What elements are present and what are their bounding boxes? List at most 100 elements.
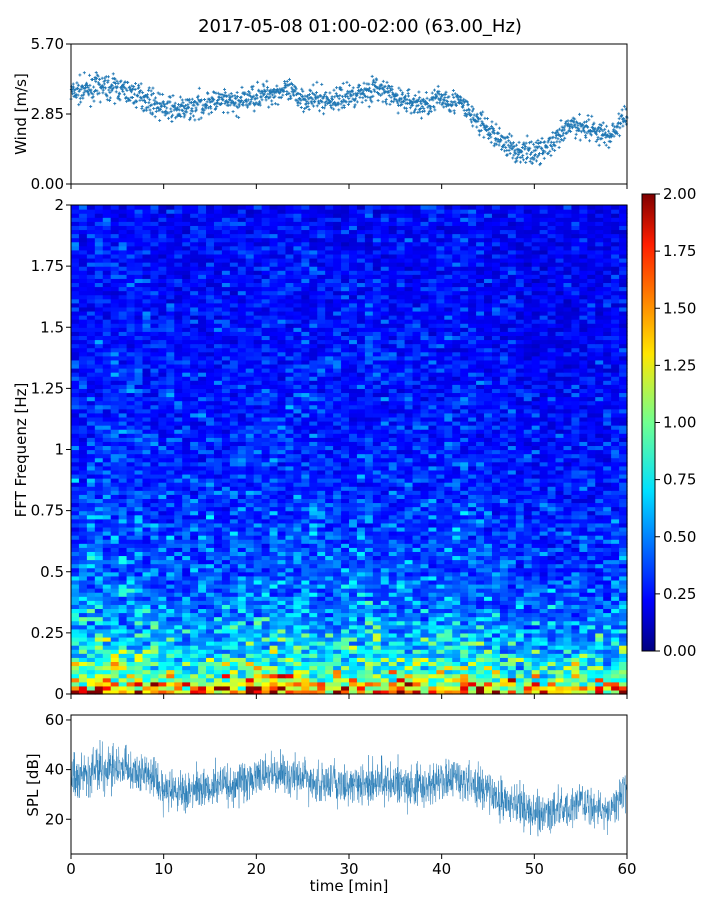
spectrogram-cell (206, 502, 215, 508)
spectrogram-cell (507, 624, 517, 630)
spectrogram-cell (309, 673, 318, 679)
spectrogram-cell (547, 661, 557, 667)
spectrogram-cell (198, 661, 207, 667)
spectrogram-cell (142, 555, 152, 561)
spectrogram-cell (460, 559, 469, 565)
spectrogram-cell (213, 669, 223, 675)
spectrogram-cell (611, 555, 620, 561)
spectrogram-cell (468, 677, 477, 683)
spectrogram-cell (213, 514, 223, 520)
spectrogram-cell (301, 612, 310, 618)
wind-point (504, 145, 508, 149)
spectrogram-cell (221, 547, 231, 552)
spectrogram-cell (245, 498, 255, 504)
spectrogram-cell (460, 588, 469, 593)
wind-point (76, 93, 80, 97)
spectrogram-cell (420, 588, 430, 593)
spectrogram-cell (269, 510, 279, 516)
spectrogram-cell (158, 539, 167, 544)
spectrogram-cell (372, 616, 382, 622)
spectrogram-cell (237, 494, 247, 499)
spectrogram-cell (174, 677, 183, 683)
spectrogram-cell (364, 535, 374, 540)
spectrogram-cell (317, 665, 326, 671)
spectrogram-cell (94, 494, 104, 499)
spectrogram-cell (349, 645, 358, 650)
wind-point (345, 80, 349, 84)
spectrogram-cell (531, 653, 541, 658)
spectrogram-cell (507, 632, 517, 638)
spectrogram-cell (71, 641, 80, 646)
spectrogram-cell (325, 583, 334, 589)
spectrogram-cell (452, 543, 461, 548)
spectrogram-cell (484, 575, 493, 581)
spectrogram-cell (428, 571, 437, 577)
spectrogram-cell (333, 531, 342, 536)
spectrogram-cell (507, 669, 517, 675)
spectrogram-cell (309, 657, 318, 662)
wind-point (519, 160, 523, 164)
spectrogram-cell (213, 628, 223, 634)
spectrogram-cell (356, 600, 366, 605)
spectrogram-cell (325, 685, 334, 691)
spectrogram-cell (404, 583, 414, 589)
spectrogram-cell (293, 592, 302, 597)
spectrogram-cell (78, 575, 88, 581)
spectrogram-cell (563, 612, 572, 618)
spectrogram-cell (603, 604, 612, 610)
spectrogram-cell (142, 510, 152, 516)
spectrogram-cell (619, 612, 628, 618)
spectrogram-cell (587, 502, 596, 508)
spectrogram-cell (619, 547, 628, 552)
spectrogram-cell (245, 494, 255, 499)
spectrogram-cell (269, 665, 279, 671)
spectrogram-cell (150, 559, 159, 565)
wind-point (313, 100, 317, 104)
spectrogram-cell (78, 583, 88, 589)
spectrogram-cell (491, 563, 501, 569)
spectrogram-cell (460, 608, 469, 614)
spectrogram-cell (126, 641, 136, 646)
spectrogram-cell (150, 506, 159, 512)
spectrogram-cell (476, 522, 485, 528)
spectrogram-cell (285, 653, 294, 658)
spectrogram-cell (603, 539, 612, 544)
spectrogram-cell (118, 510, 128, 516)
spectrogram-cell (102, 628, 112, 634)
spectrogram-cell (571, 681, 580, 687)
spectrogram-cell (245, 608, 255, 614)
spectrogram-cell (142, 620, 152, 626)
spectrogram-cell (206, 596, 215, 601)
wind-point (187, 106, 191, 110)
spectrogram-cell (190, 612, 199, 618)
spectrogram-cell (198, 636, 207, 642)
spectrogram-cell (531, 514, 541, 520)
spectrogram-cell (555, 498, 565, 504)
wind-point (142, 99, 146, 103)
spectrogram-cell (507, 600, 517, 605)
spectrogram-cell (198, 522, 207, 528)
spectrogram-cell (468, 649, 477, 654)
spectrogram-cell (555, 673, 565, 679)
spectrogram-cell (531, 583, 541, 589)
spectrogram-cell (619, 563, 628, 569)
spectrogram-cell (86, 563, 96, 569)
spectrogram-cell (563, 588, 572, 593)
spectrogram-cell (499, 608, 509, 614)
wind-point (315, 104, 319, 108)
spectrogram-cell (285, 559, 294, 565)
spectrogram-cell (396, 498, 406, 504)
spectrogram-cell (94, 506, 104, 512)
spectrogram-cell (404, 575, 414, 581)
spectrogram-cell (619, 645, 628, 650)
spectrogram-cell (142, 604, 152, 610)
spectrogram-cell (619, 616, 628, 622)
spectrogram-cell (78, 535, 88, 540)
spectrogram-cell (118, 641, 128, 646)
spectrogram-cell (380, 612, 390, 618)
wind-point (422, 109, 426, 113)
spectrogram-cell (341, 632, 350, 638)
spectrogram-cell (436, 612, 445, 618)
spectrogram-cell (476, 571, 485, 577)
spectrogram-cell (174, 596, 183, 601)
